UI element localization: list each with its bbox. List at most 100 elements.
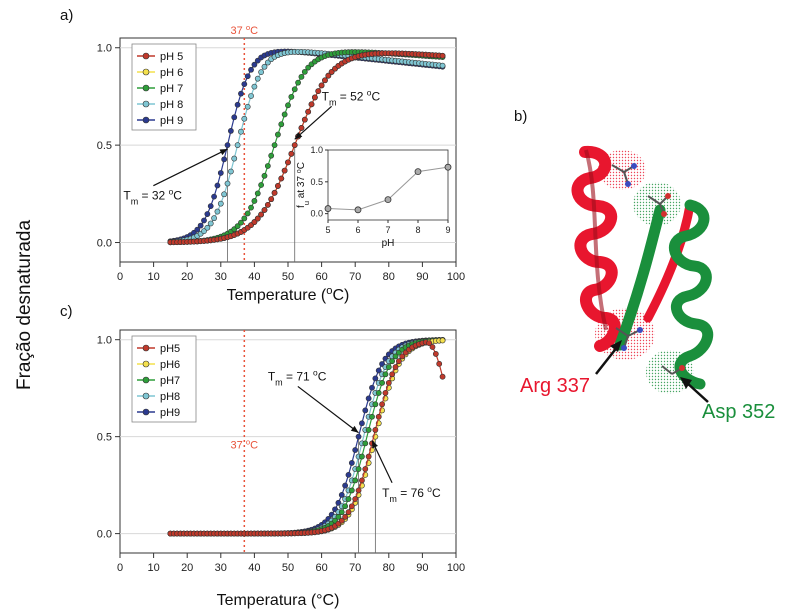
data-point <box>359 420 365 427</box>
data-point <box>372 427 379 433</box>
data-point <box>369 413 375 420</box>
atom <box>665 193 671 199</box>
x-tick-label: 100 <box>447 562 465 574</box>
inset-y-label: fu at 37 oC <box>296 162 311 208</box>
data-point <box>251 83 258 90</box>
x-tick-label: 10 <box>147 562 159 574</box>
data-point <box>365 453 372 460</box>
data-point <box>389 371 396 378</box>
data-point <box>264 163 271 169</box>
data-point <box>221 156 228 163</box>
data-point <box>385 364 392 370</box>
legend: pH5 pH6 pH7 pH8 pH9 <box>131 335 197 423</box>
data-point <box>251 198 258 204</box>
legend-swatch-marker <box>142 68 150 76</box>
data-point <box>291 86 298 93</box>
x-tick-label: 80 <box>383 562 395 574</box>
arg-337-label: Arg 337 <box>520 375 590 397</box>
data-point <box>234 142 241 149</box>
x-tick-label: 40 <box>248 271 260 283</box>
data-point <box>221 191 228 198</box>
data-point <box>439 62 446 69</box>
legend-swatch-marker <box>142 100 150 108</box>
data-point <box>251 219 258 225</box>
data-point <box>285 102 291 109</box>
inset-data-point <box>324 205 332 212</box>
x-tick-label: 100 <box>447 271 465 283</box>
x-tick-label: 50 <box>282 562 294 574</box>
data-point <box>298 125 305 131</box>
data-point <box>335 513 342 520</box>
y-tick-label: 0.5 <box>97 432 112 444</box>
tm-arrow <box>297 385 359 434</box>
chart-panel-a: 0 10 20 30 40 50 60 70 80 90 100 0.0 0.5 1.0 Temperatu… <box>97 23 465 305</box>
legend-entry: pH 6 <box>160 67 183 79</box>
data-point <box>217 170 224 176</box>
data-point <box>238 219 244 226</box>
x-tick-label: 0 <box>117 562 123 574</box>
red-helix-ribbon <box>571 145 621 352</box>
data-point <box>214 182 221 189</box>
data-point <box>248 93 254 99</box>
y-tick-label: 1.0 <box>97 335 112 347</box>
data-point <box>217 200 224 207</box>
data-point <box>268 152 275 159</box>
data-point <box>224 142 231 149</box>
arg-337-arrow <box>595 345 619 375</box>
x-axis-label: Temperature (oC) <box>227 285 350 304</box>
legend-swatch-marker <box>142 116 150 124</box>
green-helix-ribbon <box>669 199 714 390</box>
data-point <box>295 79 301 86</box>
asp-352-arrow <box>685 381 709 403</box>
legend-entry: pH7 <box>160 375 180 387</box>
data-point <box>365 395 372 402</box>
data-point <box>348 460 355 466</box>
legend-entry: pH 8 <box>160 99 183 111</box>
data-point <box>234 101 241 108</box>
data-point <box>258 69 265 76</box>
inset-data-point <box>414 168 422 176</box>
legend-swatch-marker <box>142 376 150 384</box>
tm-arrow <box>371 440 393 484</box>
x-tick-label: 20 <box>181 271 193 283</box>
data-point <box>231 114 238 121</box>
data-point <box>375 367 382 374</box>
data-point <box>238 90 244 97</box>
data-point <box>261 63 268 70</box>
x-tick-label: 80 <box>383 271 395 283</box>
x-tick-label: 90 <box>416 562 428 574</box>
panel-a-label: a) <box>60 7 73 24</box>
data-point <box>338 517 345 524</box>
data-point <box>439 52 446 59</box>
x-tick-label: 70 <box>349 271 361 283</box>
data-point <box>335 499 342 506</box>
data-point <box>204 211 211 217</box>
y-tick-label: 0.0 <box>97 238 112 250</box>
legend-entry: pH5 <box>160 343 180 355</box>
data-point <box>362 407 369 414</box>
legend-box <box>131 43 197 131</box>
data-point <box>197 222 204 229</box>
legend-entry: pH8 <box>160 391 180 403</box>
tm-arrow-head <box>219 149 228 156</box>
data-point <box>379 379 385 386</box>
data-point <box>201 217 207 224</box>
tm-arrow-head <box>372 440 378 449</box>
inset-plot-area <box>327 149 449 221</box>
series-group <box>167 48 446 246</box>
data-point <box>439 373 446 380</box>
data-point <box>298 73 305 80</box>
data-point <box>318 82 325 89</box>
data-point <box>244 73 251 80</box>
asp-352-arrow-head <box>680 377 692 389</box>
data-point <box>241 81 248 88</box>
data-point <box>342 482 349 489</box>
atom <box>625 181 631 187</box>
legend-entry: pH 9 <box>160 115 183 127</box>
data-point <box>352 496 359 502</box>
x-tick-label: 50 <box>282 271 294 283</box>
y-tick-label: 1.0 <box>97 43 112 55</box>
data-point <box>436 360 443 367</box>
data-point <box>352 447 359 453</box>
data-point <box>238 128 244 135</box>
